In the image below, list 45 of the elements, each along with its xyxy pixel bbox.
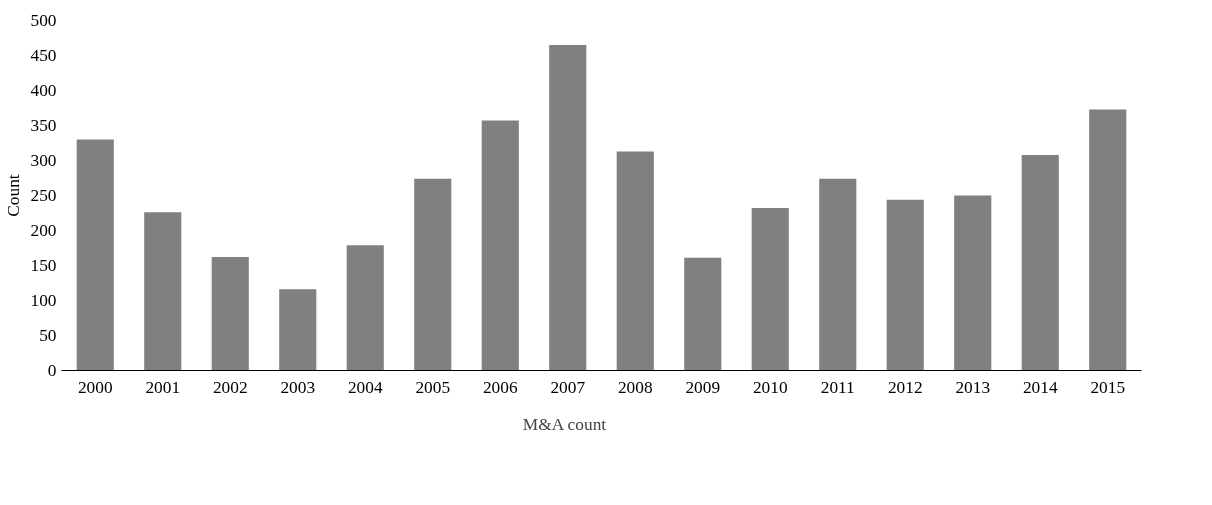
- x-tick-label: 2009: [685, 377, 721, 397]
- y-tick-label: 450: [30, 46, 57, 65]
- bar: [481, 120, 519, 371]
- bar: [211, 257, 249, 371]
- y-tick-label: 400: [30, 81, 57, 100]
- x-tick-label: 2001: [145, 377, 181, 397]
- x-tick-label: 2002: [212, 377, 248, 397]
- bar: [414, 178, 452, 371]
- x-tick-label: 2003: [280, 377, 316, 397]
- bar: [1021, 154, 1059, 371]
- bar: [144, 212, 182, 371]
- y-tick-label: 500: [30, 11, 57, 30]
- y-tick-label: 100: [30, 291, 57, 310]
- x-tick-label: 2008: [617, 377, 653, 397]
- y-axis-title: Count: [3, 174, 23, 217]
- bar: [684, 257, 722, 371]
- bar: [279, 289, 317, 371]
- x-tick-label: 2015: [1090, 377, 1126, 397]
- x-tick-label: 2006: [482, 377, 518, 397]
- y-tick-label: 350: [30, 116, 57, 135]
- x-tick-label: 2013: [955, 377, 991, 397]
- bar: [751, 208, 789, 371]
- x-tick-label: 2004: [347, 377, 383, 397]
- bar: [76, 139, 114, 371]
- bar: [886, 199, 924, 371]
- bar: [954, 195, 992, 371]
- x-tick-label: 2014: [1022, 377, 1058, 397]
- y-tick-label: 150: [30, 256, 57, 275]
- bar: [1089, 109, 1127, 371]
- x-tick-label: 2010: [752, 377, 788, 397]
- y-tick-label: 300: [30, 151, 57, 170]
- y-tick-label: 200: [30, 221, 57, 240]
- x-tick-label: 2005: [415, 377, 451, 397]
- bar: [616, 151, 654, 371]
- bar: [549, 45, 587, 371]
- bar: [819, 178, 857, 371]
- bar: [346, 245, 384, 371]
- x-tick-label: 2007: [550, 377, 586, 397]
- x-tick-label: 2012: [887, 377, 923, 397]
- text: M&A count: [522, 415, 607, 435]
- x-tick-label: 2000: [77, 377, 113, 397]
- y-tick-label: 250: [30, 186, 57, 205]
- x-tick-label: 2011: [820, 377, 855, 397]
- y-tick-label: 50: [39, 326, 57, 345]
- y-tick-label: 0: [47, 361, 57, 380]
